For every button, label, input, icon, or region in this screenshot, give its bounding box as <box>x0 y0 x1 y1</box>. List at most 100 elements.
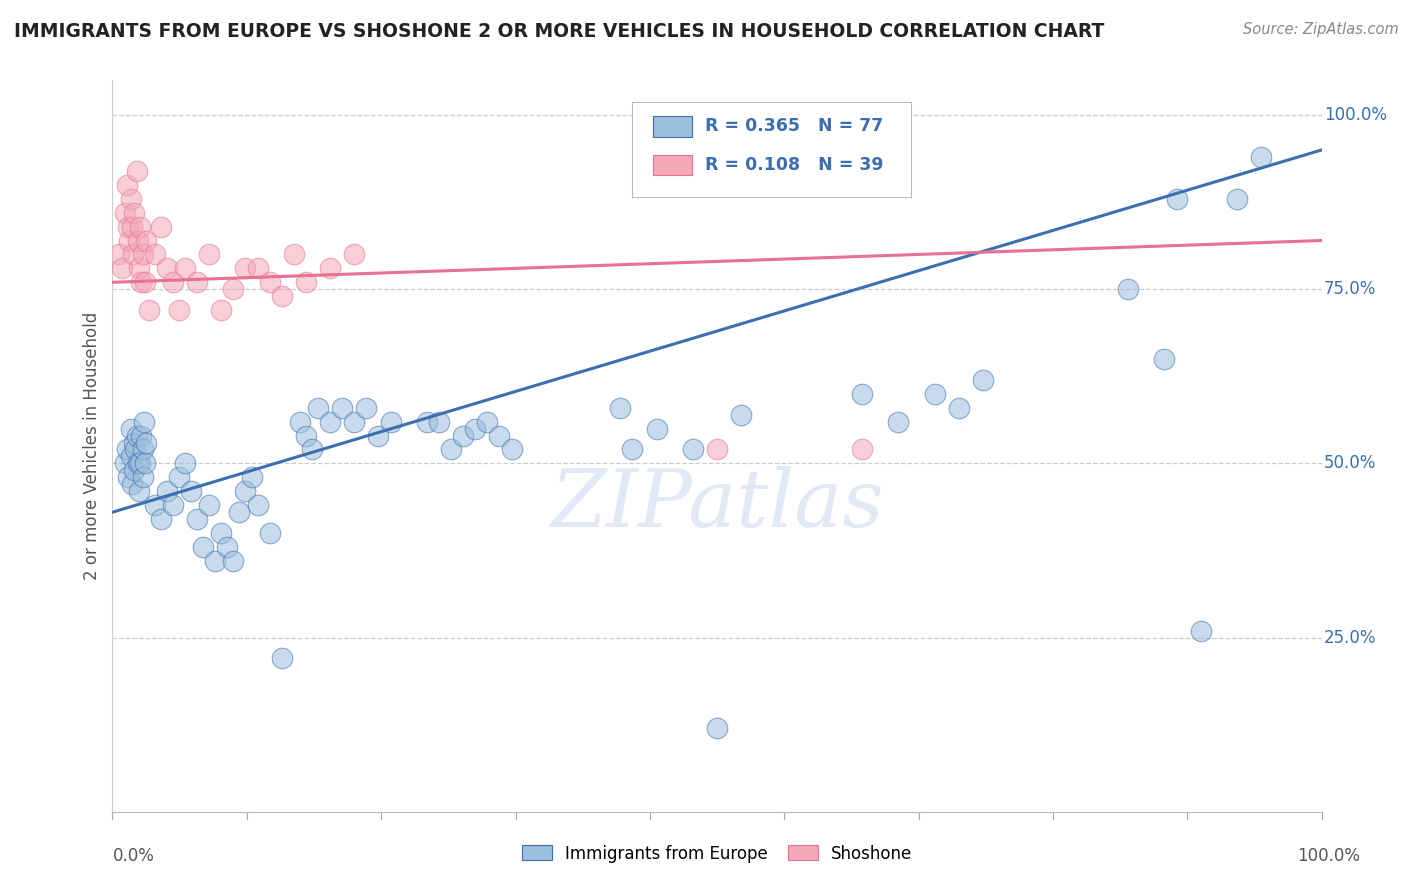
Point <box>645 421 668 435</box>
Point <box>217 540 239 554</box>
Point <box>186 275 208 289</box>
Point <box>440 442 463 457</box>
FancyBboxPatch shape <box>633 103 911 197</box>
Point <box>149 512 172 526</box>
Text: Source: ZipAtlas.com: Source: ZipAtlas.com <box>1243 22 1399 37</box>
Point <box>114 457 136 471</box>
Point <box>270 289 292 303</box>
Point <box>706 721 728 735</box>
Point <box>111 261 134 276</box>
Point <box>107 247 129 261</box>
Point <box>235 261 257 276</box>
Point <box>198 247 221 261</box>
Point <box>222 554 245 568</box>
Point <box>117 470 139 484</box>
Point <box>128 484 150 499</box>
Text: R = 0.365   N = 77: R = 0.365 N = 77 <box>704 118 883 136</box>
Point <box>427 415 450 429</box>
Point <box>851 386 873 401</box>
Text: R = 0.108   N = 39: R = 0.108 N = 39 <box>704 156 883 174</box>
Point <box>330 401 353 415</box>
Point <box>120 192 142 206</box>
Point <box>1226 192 1249 206</box>
Point <box>343 415 366 429</box>
Point <box>380 415 402 429</box>
Point <box>125 164 148 178</box>
Point <box>167 470 190 484</box>
Point <box>198 498 221 512</box>
Point <box>887 415 910 429</box>
Point <box>209 526 232 541</box>
Point <box>138 303 160 318</box>
Point <box>128 261 150 276</box>
Point <box>132 442 155 457</box>
Point <box>186 512 208 526</box>
Point <box>295 275 318 289</box>
Point <box>1250 150 1272 164</box>
Point <box>122 463 145 477</box>
Point <box>115 178 138 192</box>
Point <box>270 651 292 665</box>
Point <box>501 442 523 457</box>
Point <box>122 205 145 219</box>
Point <box>1189 624 1212 638</box>
Point <box>240 470 263 484</box>
Point <box>682 442 704 457</box>
Point <box>143 498 166 512</box>
Point <box>174 261 197 276</box>
Point <box>621 442 644 457</box>
Point <box>114 205 136 219</box>
Point <box>209 303 232 318</box>
Point <box>121 477 143 491</box>
Point <box>115 442 138 457</box>
Point <box>162 275 184 289</box>
Point <box>174 457 197 471</box>
Point <box>295 428 318 442</box>
Point <box>162 498 184 512</box>
Point <box>464 421 486 435</box>
Point <box>129 457 152 471</box>
Point <box>283 247 305 261</box>
Point <box>972 373 994 387</box>
Point <box>135 234 157 248</box>
Point <box>167 303 190 318</box>
Point <box>259 526 281 541</box>
Point <box>204 554 226 568</box>
Point <box>120 421 142 435</box>
Bar <box>652 116 692 136</box>
Point <box>117 219 139 234</box>
Point <box>129 219 152 234</box>
Point <box>367 428 389 442</box>
Point <box>131 275 153 289</box>
Point <box>706 442 728 457</box>
Y-axis label: 2 or more Vehicles in Household: 2 or more Vehicles in Household <box>83 312 101 580</box>
Point <box>125 428 148 442</box>
Point <box>131 428 153 442</box>
Point <box>122 247 145 261</box>
Point <box>124 442 146 457</box>
Text: ZIPatlas: ZIPatlas <box>550 466 884 543</box>
Text: IMMIGRANTS FROM EUROPE VS SHOSHONE 2 OR MORE VEHICLES IN HOUSEHOLD CORRELATION C: IMMIGRANTS FROM EUROPE VS SHOSHONE 2 OR … <box>14 22 1105 41</box>
Point <box>191 540 214 554</box>
Point <box>488 428 510 442</box>
Point <box>156 261 179 276</box>
Point <box>156 484 179 499</box>
Point <box>301 442 323 457</box>
Point <box>180 484 202 499</box>
Text: 100.0%: 100.0% <box>1324 106 1388 124</box>
Point <box>259 275 281 289</box>
Point <box>924 386 946 401</box>
Point <box>135 435 157 450</box>
Point <box>228 505 250 519</box>
Point <box>132 415 155 429</box>
Point <box>307 401 329 415</box>
Point <box>477 415 499 429</box>
Point <box>356 401 378 415</box>
Point <box>451 428 474 442</box>
Point <box>134 457 156 471</box>
Text: 50.0%: 50.0% <box>1324 454 1376 473</box>
Point <box>127 457 149 471</box>
Text: 25.0%: 25.0% <box>1324 629 1376 647</box>
Point <box>246 498 269 512</box>
Text: 0.0%: 0.0% <box>112 847 155 864</box>
